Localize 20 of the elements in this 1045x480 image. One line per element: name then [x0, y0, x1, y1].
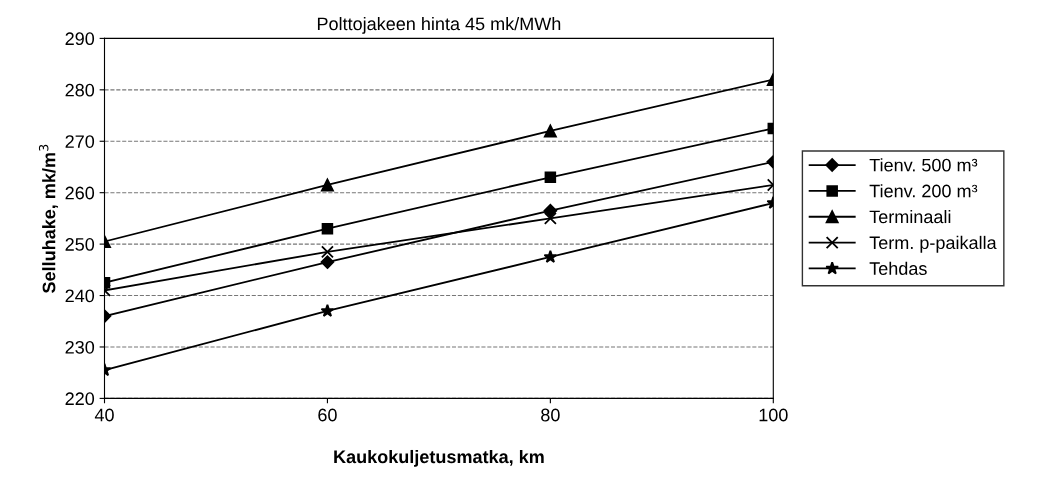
legend-label: Term. p-paikalla: [869, 235, 997, 253]
y-tick-label: 230: [65, 340, 95, 354]
y-tick-label: 290: [65, 32, 95, 46]
legend-label: Tehdas: [869, 261, 927, 275]
legend-label: Terminaali: [869, 209, 951, 224]
x-tick-label: 100: [759, 408, 788, 422]
y-tick-label: 250: [65, 238, 95, 251]
y-axis-title: Selluhake, mk/m$^{3}$: [38, 144, 59, 293]
legend-label: Tienv. 500 m³: [869, 158, 978, 172]
y-tick-label: 280: [65, 83, 95, 97]
y-tick-label: 260: [65, 186, 95, 200]
y-tick-label: 270: [65, 135, 95, 148]
chart-title: Polttojakeen hinta 45 mk/MWh: [317, 16, 561, 34]
y-tick-label: 220: [65, 392, 95, 406]
y-tick-label: 240: [65, 289, 95, 303]
legend-label: Tienv. 200 m³: [869, 184, 978, 198]
x-tick-label: 60: [318, 408, 337, 422]
x-tick-label: 40: [94, 408, 114, 422]
x-tick-label: 80: [541, 408, 560, 422]
x-axis-title: Kaukokuljetusmatka, km: [334, 449, 544, 467]
